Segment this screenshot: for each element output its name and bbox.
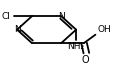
- Text: N: N: [14, 25, 20, 34]
- Text: O: O: [81, 55, 89, 65]
- Text: Cl: Cl: [1, 12, 10, 21]
- Text: N: N: [58, 12, 65, 21]
- Text: NH₂: NH₂: [68, 42, 85, 51]
- Text: OH: OH: [98, 25, 112, 34]
